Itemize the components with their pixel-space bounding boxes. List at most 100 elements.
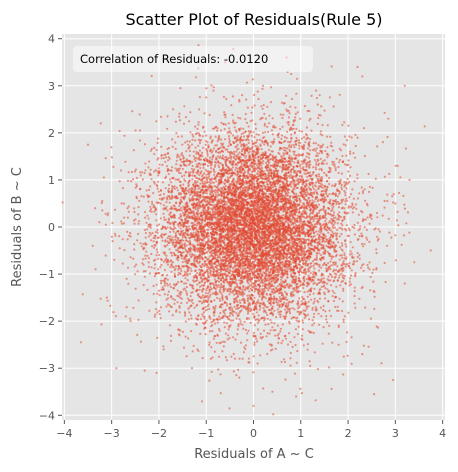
- data-point: [127, 282, 130, 285]
- data-point: [194, 139, 197, 142]
- data-point: [256, 362, 259, 365]
- data-point: [110, 235, 113, 238]
- data-point: [243, 320, 246, 323]
- data-point: [235, 374, 238, 377]
- data-point: [169, 235, 172, 238]
- data-point: [198, 257, 201, 261]
- data-point: [179, 296, 182, 299]
- data-point: [356, 251, 359, 255]
- data-point: [353, 180, 356, 183]
- data-point: [368, 261, 371, 264]
- data-point: [163, 268, 166, 272]
- data-point: [318, 288, 321, 291]
- data-point: [218, 151, 221, 154]
- data-point: [163, 284, 166, 287]
- data-point: [235, 292, 238, 295]
- data-point: [190, 330, 193, 333]
- data-point: [285, 302, 288, 305]
- data-point: [213, 165, 216, 168]
- data-point: [192, 150, 195, 153]
- data-point: [315, 163, 318, 166]
- data-point: [299, 290, 302, 293]
- data-point: [294, 275, 298, 279]
- data-point: [139, 171, 142, 174]
- data-point: [187, 183, 190, 187]
- data-point: [141, 258, 145, 261]
- data-point: [165, 156, 168, 159]
- data-point: [279, 184, 282, 187]
- data-point: [257, 164, 261, 168]
- data-point: [180, 257, 183, 260]
- data-point: [348, 253, 351, 256]
- data-point: [395, 219, 398, 222]
- data-point: [249, 321, 252, 324]
- data-point: [282, 358, 285, 361]
- data-point: [268, 332, 271, 335]
- data-point: [121, 262, 124, 265]
- data-point: [337, 241, 340, 244]
- data-point: [250, 284, 253, 287]
- data-point: [178, 204, 181, 208]
- data-point: [220, 138, 223, 141]
- data-point: [201, 177, 204, 181]
- data-point: [208, 343, 211, 346]
- data-point: [207, 303, 210, 306]
- data-point: [248, 154, 251, 157]
- data-point: [169, 239, 172, 242]
- data-point: [227, 334, 230, 337]
- data-point: [272, 329, 275, 332]
- data-point: [313, 322, 316, 325]
- data-point: [185, 187, 188, 190]
- data-point: [173, 298, 176, 301]
- data-point: [383, 261, 386, 265]
- data-point: [345, 154, 348, 157]
- data-point: [223, 128, 226, 131]
- data-point: [372, 280, 375, 283]
- data-point: [358, 228, 361, 231]
- data-point: [208, 113, 211, 117]
- data-point: [313, 351, 316, 354]
- data-point: [126, 216, 129, 219]
- data-point: [256, 164, 259, 167]
- data-point: [184, 320, 187, 323]
- data-point: [256, 340, 259, 343]
- data-point: [318, 263, 321, 267]
- data-point: [277, 311, 280, 314]
- data-point: [158, 309, 161, 312]
- data-point: [264, 131, 267, 134]
- data-point: [125, 277, 128, 280]
- data-point: [360, 232, 363, 235]
- data-point: [285, 94, 288, 97]
- data-point: [358, 192, 361, 195]
- data-point: [298, 154, 301, 157]
- data-point: [302, 202, 305, 205]
- data-point: [168, 178, 172, 181]
- data-point: [154, 230, 158, 234]
- data-point: [330, 387, 333, 390]
- data-point: [163, 282, 166, 285]
- data-point: [241, 357, 244, 360]
- data-point: [358, 254, 361, 257]
- data-point: [338, 192, 341, 195]
- data-point: [324, 287, 327, 290]
- data-point: [216, 296, 219, 300]
- data-point: [206, 150, 209, 153]
- data-point: [150, 178, 153, 181]
- data-point: [180, 206, 183, 209]
- data-point: [315, 89, 318, 92]
- data-point: [242, 135, 245, 138]
- data-point: [215, 144, 218, 147]
- data-point: [310, 298, 313, 301]
- data-point: [312, 264, 315, 267]
- data-point: [337, 216, 340, 219]
- data-point: [383, 199, 386, 203]
- data-point: [328, 166, 331, 169]
- data-point: [139, 174, 142, 177]
- data-point: [314, 306, 317, 309]
- data-point: [216, 286, 219, 289]
- data-point: [166, 293, 169, 296]
- data-point: [287, 303, 290, 306]
- data-point: [188, 306, 191, 309]
- data-point: [317, 198, 320, 201]
- data-point: [170, 305, 173, 309]
